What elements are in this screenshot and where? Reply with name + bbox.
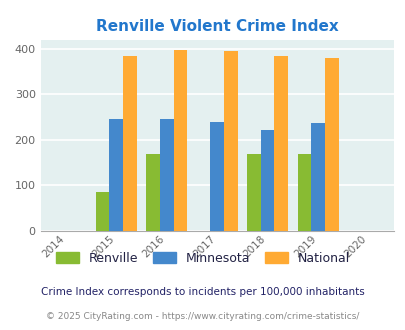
Legend: Renville, Minnesota, National: Renville, Minnesota, National [51,247,354,270]
Text: © 2025 CityRating.com - https://www.cityrating.com/crime-statistics/: © 2025 CityRating.com - https://www.city… [46,312,359,321]
Bar [173,50,187,231]
Bar [324,58,338,231]
Bar [260,130,274,231]
Bar [96,192,109,231]
Bar [224,51,237,231]
Text: Crime Index corresponds to incidents per 100,000 inhabitants: Crime Index corresponds to incidents per… [41,287,364,297]
Title: Renville Violent Crime Index: Renville Violent Crime Index [96,19,338,34]
Bar [311,123,324,231]
Bar [109,119,123,231]
Bar [146,154,160,231]
Bar [210,122,224,231]
Bar [274,56,288,231]
Bar [123,55,136,231]
Bar [247,153,260,231]
Bar [160,119,173,231]
Bar [297,153,311,231]
